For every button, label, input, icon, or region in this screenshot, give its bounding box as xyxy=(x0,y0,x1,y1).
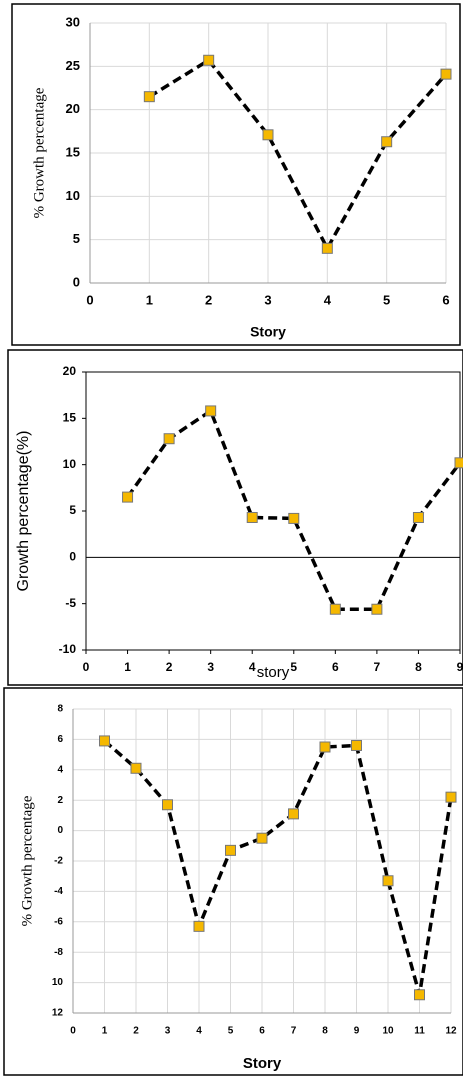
marker xyxy=(99,735,110,747)
x-tick-label: 7 xyxy=(291,1026,297,1037)
marker xyxy=(163,433,175,445)
y-axis-label: Growth percentage(%) xyxy=(15,431,32,592)
y-tick-label: 20 xyxy=(66,101,80,116)
y-tick-label: 25 xyxy=(66,58,80,73)
marker xyxy=(351,739,362,751)
y-tick-label: 12 xyxy=(52,1008,64,1019)
x-tick-label: 0 xyxy=(83,660,90,674)
marker xyxy=(440,68,452,80)
panel-frame xyxy=(3,687,463,1076)
x-tick-label: 8 xyxy=(322,1026,328,1037)
marker xyxy=(454,457,463,469)
y-tick-label: -5 xyxy=(65,596,76,610)
x-tick-label: 6 xyxy=(332,660,339,674)
y-tick-label: 20 xyxy=(63,364,77,378)
x-tick-label: 7 xyxy=(374,660,381,674)
marker xyxy=(225,844,236,856)
series-line xyxy=(126,408,462,611)
x-tick-label: 2 xyxy=(205,292,212,307)
marker xyxy=(205,405,217,417)
marker xyxy=(371,603,383,615)
x-tick-label: 0 xyxy=(70,1026,76,1037)
x-tick-label: 2 xyxy=(166,660,173,674)
marker xyxy=(143,91,155,103)
marker xyxy=(262,129,274,141)
y-tick-label: 10 xyxy=(52,977,64,988)
x-tick-label: 4 xyxy=(249,660,256,674)
x-tick-label: 11 xyxy=(414,1026,425,1037)
marker xyxy=(246,511,258,523)
marker xyxy=(130,762,142,774)
y-tick-label: 10 xyxy=(66,188,80,203)
marker xyxy=(288,808,299,820)
x-tick-label: 5 xyxy=(228,1026,234,1037)
x-tick-label: 1 xyxy=(146,292,153,307)
x-tick-label: 9 xyxy=(354,1026,360,1037)
marker xyxy=(288,512,300,524)
marker xyxy=(445,791,457,803)
x-tick-label: 4 xyxy=(324,292,332,307)
panel-frame xyxy=(7,349,463,686)
x-tick-label: 1 xyxy=(124,660,131,674)
y-tick-label: 15 xyxy=(63,411,77,425)
marker xyxy=(381,136,393,148)
x-tick-label: 6 xyxy=(442,292,449,307)
marker xyxy=(412,511,424,523)
y-tick-label: 6 xyxy=(57,734,63,745)
y-tick-label: 0 xyxy=(73,274,80,289)
marker xyxy=(122,491,134,503)
y-tick-label: 0 xyxy=(57,825,63,836)
marker xyxy=(382,875,394,887)
y-tick-label: 2 xyxy=(57,795,63,806)
plot-frame xyxy=(85,371,461,651)
x-tick-label: 12 xyxy=(445,1026,457,1037)
x-axis-label: Story xyxy=(250,324,286,340)
marker xyxy=(162,799,173,811)
panel-frame xyxy=(11,3,461,346)
marker xyxy=(203,54,215,66)
x-axis-label: story xyxy=(257,664,290,681)
x-tick-label: 8 xyxy=(415,660,422,674)
x-tick-label: 6 xyxy=(259,1026,265,1037)
y-tick-label: 30 xyxy=(66,14,80,29)
y-axis-label: % Growth percentage xyxy=(19,795,35,926)
y-tick-label: 10 xyxy=(63,457,77,471)
x-tick-label: 5 xyxy=(383,292,390,307)
x-tick-label: 3 xyxy=(264,292,271,307)
y-tick-label: 5 xyxy=(69,503,76,517)
y-tick-label: -6 xyxy=(54,916,63,927)
marker xyxy=(414,989,425,1001)
y-axis-label: % Growth percentage xyxy=(31,87,47,218)
chart: 0 5 10 15 20 25 30 0 1 2 3 4 5 6 % Growth percentage St… xyxy=(31,14,452,340)
x-tick-label: 4 xyxy=(196,1026,202,1037)
x-tick-label: 0 xyxy=(86,292,93,307)
y-tick-label: 8 xyxy=(57,704,63,715)
marker xyxy=(256,832,268,844)
y-tick-label: -4 xyxy=(54,886,63,897)
marker xyxy=(321,242,333,254)
x-axis-label: Story xyxy=(243,1055,282,1072)
x-tick-label: 2 xyxy=(133,1026,139,1037)
y-tick-label: 4 xyxy=(57,764,63,775)
series-line xyxy=(148,57,448,253)
y-tick-label: 0 xyxy=(69,550,76,564)
x-tick-label: 9 xyxy=(457,660,463,674)
series-line xyxy=(103,739,453,996)
chart: -10 -5 0 5 10 15 20 0 1 2 3 4 5 6 7 8 9 Growth percentage… xyxy=(15,364,463,681)
y-tick-label: 5 xyxy=(73,231,80,246)
y-tick-label: -2 xyxy=(54,856,63,867)
x-tick-label: 10 xyxy=(382,1026,394,1037)
x-tick-label: 5 xyxy=(290,660,297,674)
x-tick-label: 3 xyxy=(207,660,214,674)
marker xyxy=(193,920,205,932)
y-tick-label: -8 xyxy=(54,947,63,958)
marker xyxy=(329,603,341,615)
y-tick-label: 15 xyxy=(66,144,80,159)
marker xyxy=(319,741,331,753)
x-tick-label: 1 xyxy=(102,1026,108,1037)
y-tick-label: -10 xyxy=(59,642,77,656)
x-tick-label: 3 xyxy=(165,1026,171,1037)
